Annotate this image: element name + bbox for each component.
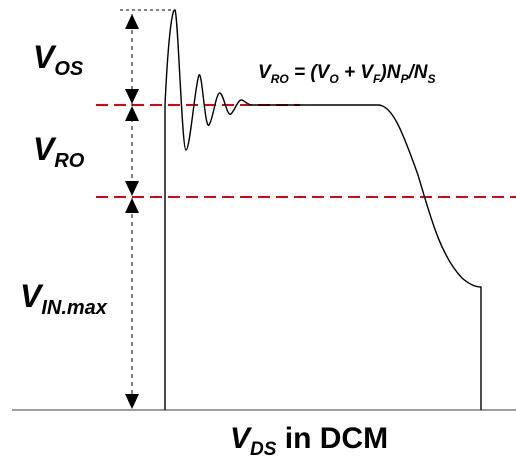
vos-bottom-arrowhead xyxy=(125,89,139,104)
vin-top-arrowhead xyxy=(125,198,139,213)
vos-label-sub: OS xyxy=(54,58,84,80)
vin-max-label: VIN.max xyxy=(20,278,108,319)
vin-max-label-sub: IN.max xyxy=(41,297,107,319)
vos-label-main: V xyxy=(33,39,57,75)
vds-waveform xyxy=(164,9,482,410)
vos-top-arrowhead xyxy=(125,14,139,29)
vin-max-label-main: V xyxy=(20,278,44,314)
vro-label: VRO xyxy=(33,131,85,172)
vro-bottom-arrowhead xyxy=(125,181,139,196)
vin-bottom-arrowhead xyxy=(125,394,139,409)
vro-label-main: V xyxy=(33,131,57,167)
diagram-caption: VDS in DCM xyxy=(230,422,388,460)
formula: VRO = (VO + VF)NP/NS xyxy=(258,62,436,86)
vro-label-sub: RO xyxy=(54,150,84,172)
vos-label: VOS xyxy=(33,39,84,80)
vro-top-arrowhead xyxy=(125,106,139,121)
